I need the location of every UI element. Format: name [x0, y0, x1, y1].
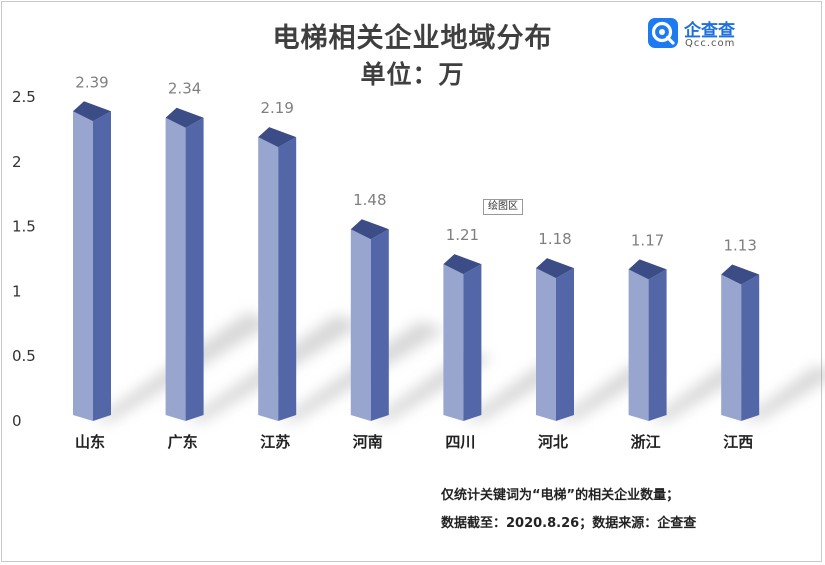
y-tick-label: 1	[12, 282, 22, 300]
data-label: 1.48	[353, 191, 386, 209]
bar-side	[463, 264, 482, 421]
bar-side	[93, 111, 111, 422]
bar-front	[536, 268, 556, 421]
bar-front	[165, 117, 186, 422]
bar-side	[185, 117, 204, 422]
data-label: 1.17	[631, 231, 664, 249]
category-label: 山东	[75, 433, 105, 451]
bar-side	[556, 268, 574, 421]
logo-name: 企查查	[684, 21, 735, 41]
logo-domain: Qcc.com	[685, 38, 736, 49]
y-tick-label: 2.5	[12, 88, 36, 106]
bar-front	[73, 111, 93, 422]
bar-side	[278, 137, 297, 421]
category-label: 河北	[538, 433, 568, 451]
category-label: 河南	[353, 433, 383, 451]
bar-front	[350, 229, 371, 421]
plot-area-label: 绘图区	[483, 199, 523, 215]
bar-side	[648, 269, 667, 421]
category-label: 浙江	[631, 433, 661, 451]
data-label: 1.18	[538, 230, 571, 248]
category-label: 江苏	[260, 433, 290, 451]
bar-top	[258, 127, 297, 148]
bar-front	[258, 137, 279, 421]
y-tick-label: 0	[12, 412, 22, 430]
data-label: 1.21	[446, 226, 479, 244]
y-tick-label: 2	[12, 153, 22, 171]
y-tick-label: 0.5	[12, 347, 36, 365]
data-label: 2.39	[75, 73, 108, 91]
footnote-source: 数据截至：2020.8.26；数据来源：企查查	[441, 516, 697, 531]
chart-title: 电梯相关企业地域分布	[272, 23, 553, 54]
y-tick-label: 1.5	[12, 218, 36, 236]
bar-front	[721, 274, 742, 421]
bar-side	[370, 229, 389, 421]
category-label: 广东	[168, 433, 198, 451]
bar-top	[721, 264, 760, 285]
qcc-logo-icon	[648, 18, 678, 48]
data-label: 2.34	[168, 80, 201, 98]
data-label: 2.19	[260, 99, 293, 117]
category-label: 江西	[723, 433, 753, 451]
bar-side	[741, 274, 760, 421]
footnote-scope: 仅统计关键词为“电梯”的相关企业数量；	[441, 488, 680, 503]
bar-shadow	[741, 366, 825, 421]
chart-subtitle: 单位：万	[360, 60, 465, 89]
bar-front	[443, 264, 464, 421]
data-label: 1.13	[723, 237, 756, 255]
bar-top	[165, 107, 204, 128]
bar-top	[443, 254, 482, 275]
bar-top	[73, 101, 111, 122]
bar-front	[628, 269, 649, 421]
category-label: 四川	[445, 433, 475, 451]
bar-top	[350, 219, 389, 240]
bar-top	[628, 259, 667, 280]
bar-top	[536, 258, 574, 279]
